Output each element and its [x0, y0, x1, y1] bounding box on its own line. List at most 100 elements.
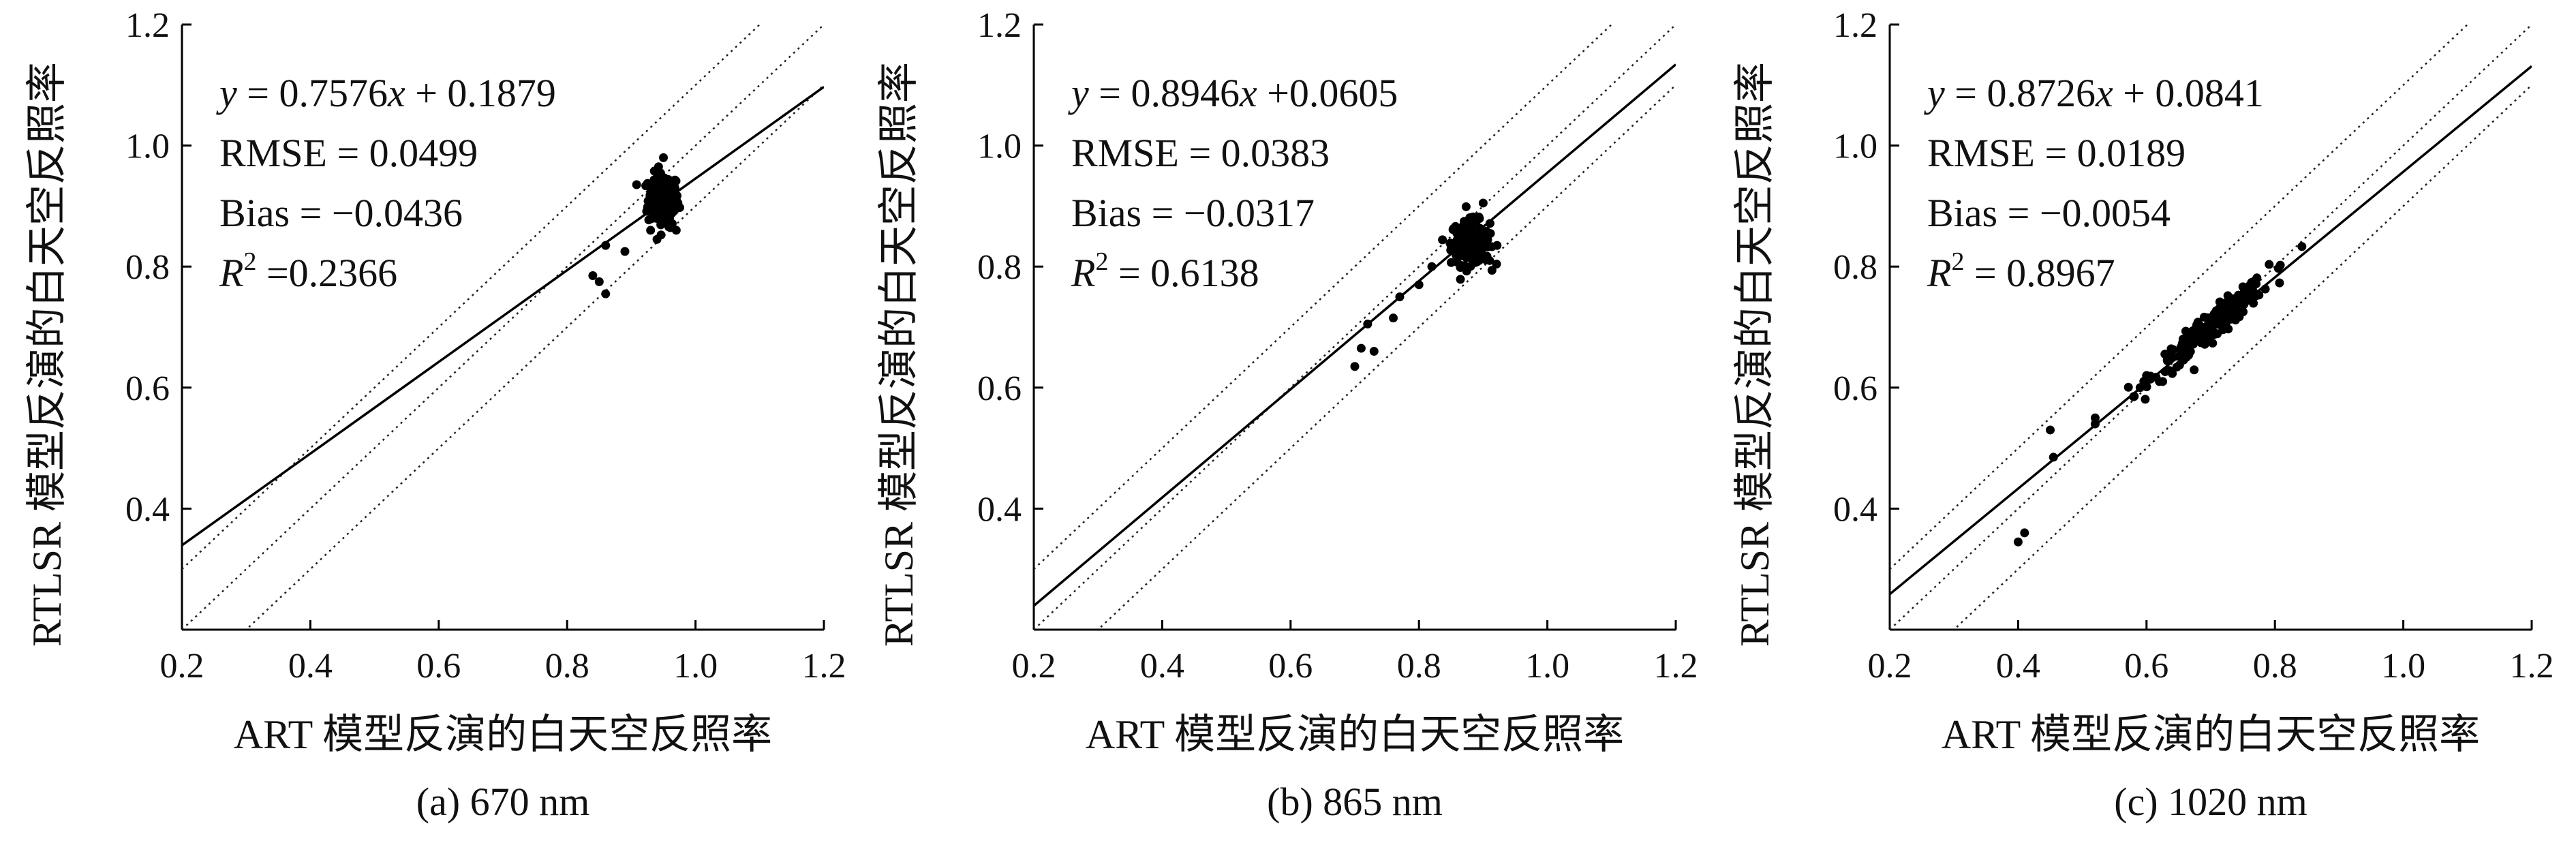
y-tick-label: 0.4	[125, 490, 170, 529]
rmse-text: RMSE = 0.0499	[219, 131, 478, 175]
y-tick-label: 0.6	[125, 369, 170, 408]
x-tick-label: 0.2	[160, 647, 204, 686]
rmse-text: RMSE = 0.0383	[1071, 131, 1330, 175]
data-point	[1487, 266, 1497, 275]
eq-rest: + 0.0841	[2113, 71, 2264, 115]
x-tick-label: 1.2	[2510, 647, 2554, 686]
data-point	[2135, 383, 2145, 393]
x-tick-label: 0.6	[1268, 647, 1313, 686]
reference-line	[245, 84, 824, 630]
eq-y: y	[216, 71, 237, 115]
data-point	[2248, 286, 2258, 295]
r2-superscript: 2	[243, 247, 256, 276]
data-point	[662, 196, 672, 206]
r2-superscript: 2	[1095, 247, 1108, 276]
plot-area	[182, 25, 824, 630]
data-point	[1456, 275, 1465, 284]
x-tick-label: 0.4	[1996, 647, 2040, 686]
eq-y: y	[1068, 71, 1089, 115]
data-point	[1485, 219, 1494, 228]
data-point	[2142, 371, 2151, 380]
data-point	[2129, 392, 2138, 401]
x-axis-label: ART 模型反演的白天空反照率	[234, 712, 772, 757]
r2-text: R2 = 0.8967	[1927, 247, 2115, 295]
regression-line	[182, 86, 824, 547]
x-axis-label: ART 模型反演的白天空反照率	[1942, 712, 2480, 757]
eq-coef: = 0.8726	[1945, 71, 2096, 115]
subplot-c: 0.2 0.4 0.6 0.8 1.0 1.2 0.4 0.6 0.8 1.0 1.2 y = 0.8…	[1732, 6, 2554, 824]
data-point	[1461, 202, 1471, 211]
x-tick-label: 1.0	[2381, 647, 2425, 686]
r2-superscript: 2	[1951, 247, 1964, 276]
bias-text: Bias = −0.0436	[219, 191, 463, 235]
data-point	[1414, 280, 1424, 290]
data-point	[2243, 294, 2253, 303]
data-point	[1474, 256, 1484, 265]
bias-text: Bias = −0.0054	[1927, 191, 2171, 235]
data-point	[2160, 350, 2170, 359]
regression-line	[1034, 63, 1676, 607]
data-point	[645, 190, 655, 200]
data-point	[671, 226, 681, 235]
x-tick-label: 0.4	[1140, 647, 1184, 686]
data-point	[601, 289, 611, 298]
reference-line	[1952, 84, 2532, 630]
regression-equation: y = 0.8946x +0.0605	[1068, 71, 1398, 115]
data-point	[2179, 353, 2188, 363]
eq-coef: = 0.7576	[237, 71, 388, 115]
eq-rest: + 0.1879	[405, 71, 556, 115]
data-point	[2208, 319, 2218, 328]
eq-rest: +0.0605	[1257, 71, 1398, 115]
data-point	[1446, 258, 1456, 267]
data-point	[2185, 339, 2194, 348]
data-point	[1438, 235, 1447, 245]
data-point	[1492, 260, 1501, 269]
y-tick-label: 0.6	[1833, 369, 1877, 408]
r2-value: = 0.8967	[1964, 251, 2115, 295]
data-point	[1478, 198, 1488, 208]
y-tick-label: 0.8	[1833, 248, 1877, 287]
y-axis-label: RTLSR 模型反演的白天空反照率	[25, 62, 70, 647]
y-tick-label: 0.4	[977, 490, 1022, 529]
data-point	[632, 180, 641, 189]
x-tick-label: 1.2	[802, 647, 846, 686]
data-point	[659, 153, 668, 162]
data-point	[2172, 363, 2181, 372]
reference-line	[182, 25, 824, 630]
data-point	[2222, 318, 2231, 328]
rmse-text: RMSE = 0.0189	[1927, 131, 2186, 175]
x-tick-label: 0.6	[2124, 647, 2168, 686]
subplot-caption: (b) 865 nm	[1267, 780, 1443, 824]
plot-area	[1890, 25, 2532, 630]
data-point	[649, 166, 659, 176]
data-point	[601, 241, 611, 250]
x-tick-label: 0.8	[1397, 647, 1441, 686]
r2-value: = 0.6138	[1108, 251, 1259, 295]
data-point	[652, 234, 662, 244]
x-tick-label: 0.4	[288, 647, 333, 686]
data-point	[2189, 331, 2198, 340]
x-tick-label: 0.6	[416, 647, 461, 686]
reference-line	[1034, 25, 1676, 630]
y-tick-label: 0.8	[977, 248, 1022, 287]
y-tick-label: 0.6	[977, 369, 1022, 408]
y-tick-label: 0.8	[125, 248, 170, 287]
y-tick-label: 1.2	[1833, 6, 1877, 45]
subplot-caption: (a) 670 nm	[416, 780, 590, 824]
data-point	[1475, 244, 1484, 253]
x-tick-label: 1.0	[1525, 647, 1569, 686]
data-point	[594, 277, 604, 286]
r2-symbol: R	[1071, 251, 1095, 295]
eq-x: x	[387, 71, 405, 115]
data-point	[2123, 382, 2133, 392]
r2-text: R2 =0.2366	[219, 247, 397, 295]
data-point	[2221, 298, 2230, 308]
x-tick-label: 0.8	[2253, 647, 2297, 686]
data-point	[2177, 339, 2187, 348]
data-point	[2223, 291, 2233, 301]
x-tick-label: 0.8	[545, 647, 589, 686]
r2-value: =0.2366	[256, 251, 397, 295]
regression-equation: y = 0.8726x + 0.0841	[1924, 71, 2264, 115]
x-axis-label: ART 模型反演的白天空反照率	[1086, 712, 1624, 757]
